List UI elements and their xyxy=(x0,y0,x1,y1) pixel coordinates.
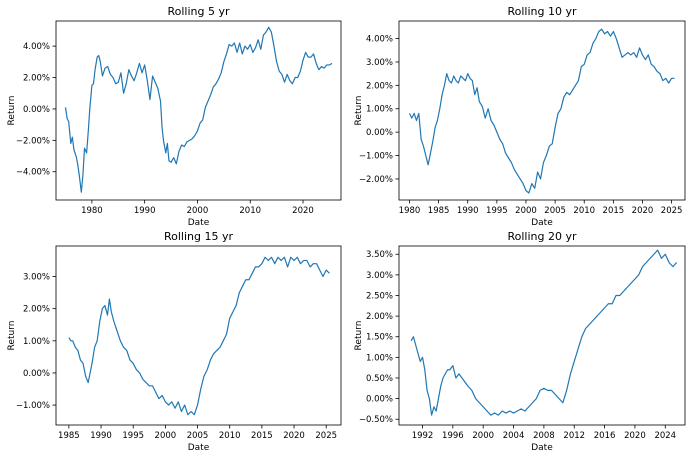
y-axis-label: Return xyxy=(7,321,17,351)
x-tick-label: 2016 xyxy=(594,431,616,441)
y-tick-label: 2.00% xyxy=(23,305,50,315)
x-tick-label: 2024 xyxy=(654,431,676,441)
y-tick-label: 0.00% xyxy=(366,395,393,405)
series-line xyxy=(408,28,675,194)
y-tick-label: 0.00% xyxy=(23,105,50,115)
y-tick-label: 1.00% xyxy=(23,337,50,347)
x-tick-label: 2020 xyxy=(283,431,305,441)
y-tick-label: −0.50% xyxy=(359,415,393,425)
y-tick-label: 0.00% xyxy=(366,128,393,138)
chart-title: Rolling 15 yr xyxy=(164,230,234,243)
x-tick-label: 1995 xyxy=(486,206,508,216)
x-tick-label: 2000 xyxy=(515,206,537,216)
axes-frame xyxy=(55,20,342,201)
y-tick-label: 3.00% xyxy=(366,271,393,281)
x-tick-label: 1980 xyxy=(81,206,103,216)
series-line xyxy=(68,256,330,416)
x-tick-label: 2020 xyxy=(632,206,654,216)
x-axis-label: Date xyxy=(531,218,553,228)
x-tick-label: 2005 xyxy=(544,206,566,216)
chart-4: Rolling 20 yr 1992 1996 2000 2004 2008 2012 201… xyxy=(354,230,686,453)
y-tick-label: 2.00% xyxy=(23,74,50,84)
x-tick-label: 2000 xyxy=(472,431,494,441)
y-tick-label: −4.00% xyxy=(16,168,50,178)
x-tick-label: 2000 xyxy=(187,206,209,216)
x-tick-label: 2012 xyxy=(563,431,585,441)
x-tick-label: 1990 xyxy=(90,431,112,441)
y-tick-label: 0.50% xyxy=(366,374,393,384)
y-tick-label: −2.00% xyxy=(359,175,393,185)
y-tick-label: −2.00% xyxy=(16,136,50,146)
series-line xyxy=(410,249,678,416)
y-tick-label: 4.00% xyxy=(366,35,393,45)
x-tick-label: 2020 xyxy=(624,431,646,441)
chart-title: Rolling 5 yr xyxy=(167,5,230,18)
y-tick-label: 1.00% xyxy=(366,353,393,363)
x-tick-label: 2015 xyxy=(251,431,273,441)
x-tick-label: 1996 xyxy=(442,431,464,441)
y-tick-label: −1.00% xyxy=(359,152,393,162)
x-tick-label: 2010 xyxy=(219,431,241,441)
x-tick-label: 2010 xyxy=(239,206,261,216)
y-tick-label: 1.50% xyxy=(366,333,393,343)
chart-title: Rolling 20 yr xyxy=(507,230,577,243)
x-tick-label: 1980 xyxy=(399,206,421,216)
series-line xyxy=(64,26,333,193)
y-tick-label: 3.00% xyxy=(23,273,50,283)
y-tick-label: 2.50% xyxy=(366,291,393,301)
y-tick-label: 2.00% xyxy=(366,312,393,322)
chart-3: Rolling 15 yr 1985 1990 1995 2000 2005 2010 201… xyxy=(7,230,342,453)
x-tick-label: 2010 xyxy=(573,206,595,216)
x-tick-label: 1995 xyxy=(122,431,144,441)
y-tick-label: −1.00% xyxy=(16,401,50,411)
y-tick-label: 2.00% xyxy=(366,81,393,91)
x-axis-label: Date xyxy=(188,443,210,453)
x-tick-label: 1990 xyxy=(457,206,479,216)
x-tick-label: 2004 xyxy=(503,431,525,441)
x-tick-label: 2000 xyxy=(155,431,177,441)
chart-1: Rolling 5 yr 1980 1990 2000 2010 2020 −4.00% −2… xyxy=(7,5,342,228)
x-tick-label: 2025 xyxy=(661,206,683,216)
x-tick-label: 1985 xyxy=(428,206,450,216)
chart-title: Rolling 10 yr xyxy=(507,5,577,18)
axes-frame xyxy=(55,245,342,426)
y-axis-label: Return xyxy=(7,96,17,126)
y-tick-label: 0.00% xyxy=(23,369,50,379)
y-tick-label: 4.00% xyxy=(23,42,50,52)
y-axis-label: Return xyxy=(354,96,364,126)
x-tick-label: 2005 xyxy=(187,431,209,441)
x-tick-label: 2015 xyxy=(603,206,625,216)
y-tick-label: 1.00% xyxy=(366,105,393,115)
axes-frame xyxy=(398,245,686,426)
x-tick-label: 2008 xyxy=(533,431,555,441)
x-tick-label: 1985 xyxy=(58,431,80,441)
axes-frame xyxy=(398,20,686,201)
chart-2: Rolling 10 yr 1980 1985 1990 1995 2000 2005 201… xyxy=(354,5,686,228)
x-tick-label: 1992 xyxy=(412,431,434,441)
x-axis-label: Date xyxy=(188,218,210,228)
y-tick-label: 3.50% xyxy=(366,250,393,260)
x-tick-label: 1990 xyxy=(134,206,156,216)
y-tick-label: 3.00% xyxy=(366,58,393,68)
x-tick-label: 2025 xyxy=(315,431,337,441)
y-axis-label: Return xyxy=(354,321,364,351)
x-axis-label: Date xyxy=(531,443,553,453)
x-tick-label: 2020 xyxy=(292,206,314,216)
